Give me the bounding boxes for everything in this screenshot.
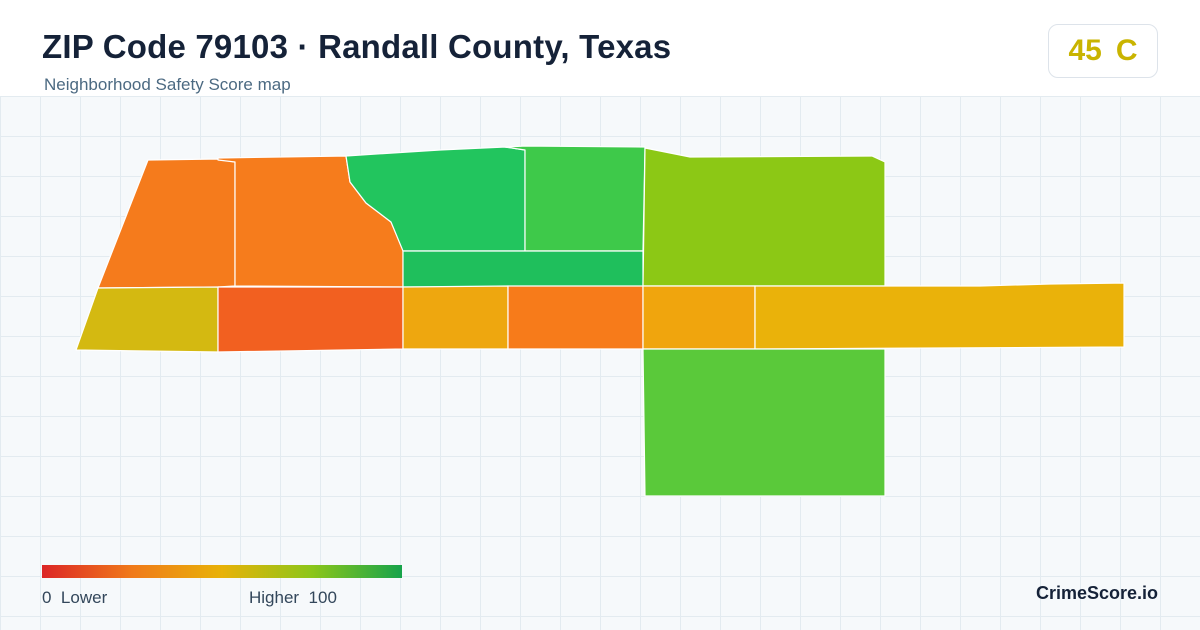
map-zone-northeast[interactable] (642, 147, 886, 287)
legend-high-label: Higher 100 (249, 588, 337, 608)
legend-low-text: Lower (60, 588, 108, 607)
map-zone-southeast[interactable] (642, 348, 886, 497)
legend-gradient-bar (42, 565, 402, 578)
legend-high-value: 100 (308, 588, 337, 607)
map-zone-southwest-end[interactable] (75, 286, 219, 353)
safety-grade: C (1115, 34, 1138, 67)
map-zone-south-central[interactable] (507, 285, 644, 350)
page-subtitle: Neighborhood Safety Score map (44, 75, 291, 94)
safety-score-value: 45 (1068, 34, 1102, 67)
map-zone-south-central-west[interactable] (402, 285, 509, 350)
page-title: ZIP Code 79103 · Randall County, Texas (42, 28, 672, 65)
map-zone-southwest[interactable] (217, 286, 404, 353)
legend-high-text: Higher (249, 588, 300, 607)
map-zone-south-central-east[interactable] (642, 285, 756, 350)
safety-score-badge: 45 C (1048, 24, 1158, 78)
map-zone-middle-strip[interactable] (402, 250, 644, 288)
legend-low-value: 0 (42, 588, 52, 607)
map-zone-north-central-east[interactable] (504, 145, 646, 252)
legend-low-label: 0 Lower (42, 588, 107, 608)
header (0, 0, 1200, 97)
brand-logo-text[interactable]: CrimeScore.io (1035, 583, 1158, 603)
map-zone-east-strip[interactable] (754, 282, 1125, 350)
map-zone-northwest[interactable] (97, 158, 236, 289)
